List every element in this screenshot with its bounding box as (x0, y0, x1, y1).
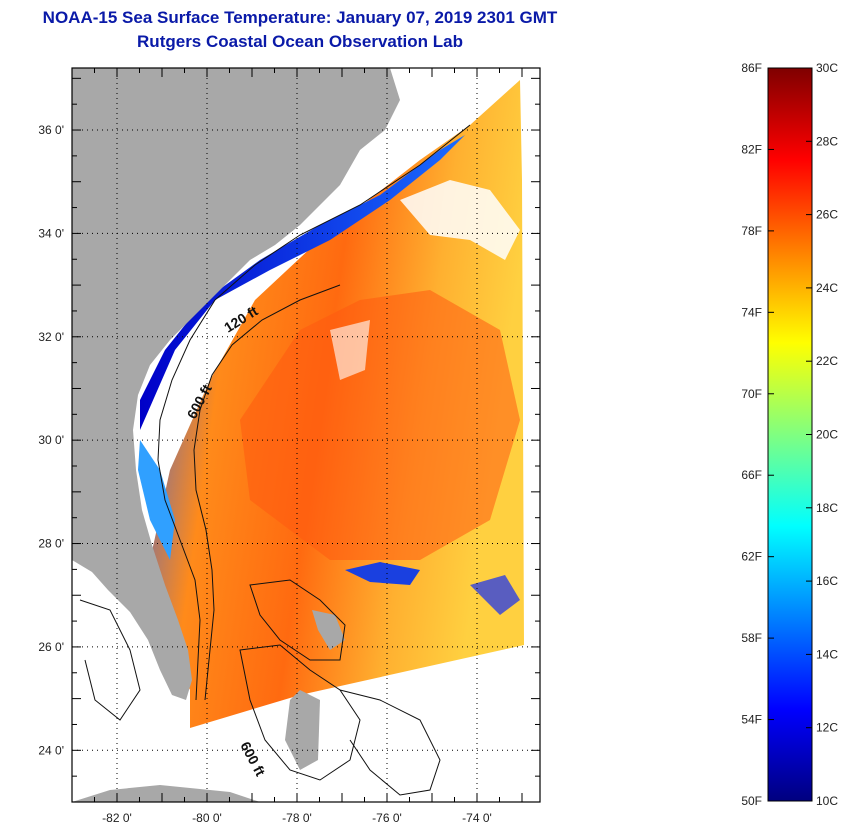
colorbar-celsius-label: 28C (816, 134, 838, 148)
colorbar-fahrenheit-label: 70F (741, 387, 762, 401)
colorbar-celsius-label: 20C (816, 428, 838, 442)
land-mainland (72, 68, 400, 700)
colorbar-fahrenheit-label: 78F (741, 224, 762, 238)
sst-cold-coast (138, 440, 175, 560)
contour-line (249, 579, 346, 661)
sst-cold-eddy (345, 562, 420, 585)
longitude-label: -76 0' (372, 811, 402, 825)
longitude-label: -80 0' (192, 811, 222, 825)
land-andros (285, 690, 320, 770)
longitude-label: -82 0' (102, 811, 132, 825)
colorbar-celsius-labels: 30C 28C 26C 24C 22C 20C 18C 16C 14C 12C 10C (806, 61, 838, 808)
latitude-label: 30 0' (38, 433, 64, 447)
colorbar-celsius-label: 16C (816, 574, 838, 588)
map-frame (71, 67, 541, 803)
latitude-label: 24 0' (38, 743, 64, 757)
colorbar-celsius-label: 30C (816, 61, 838, 75)
colorbar-fahrenheit-label: 58F (741, 631, 762, 645)
latitude-label: 26 0' (38, 640, 64, 654)
map-title: NOAA-15 Sea Surface Temperature: January… (42, 8, 558, 27)
colorbar-fahrenheit-label: 54F (741, 713, 762, 727)
colorbar-fahrenheit-label: 74F (741, 305, 762, 319)
colorbar-celsius-label: 22C (816, 354, 838, 368)
latitude-label: 34 0' (38, 226, 64, 240)
contour-line (79, 599, 141, 721)
latitude-labels: 36 0' 34 0' 32 0' 30 0' 28 0' 26 0' 24 0' (38, 123, 64, 757)
colorbar-fahrenheit-labels: 86F 82F 78F 74F 70F 66F 62F 58F 54F 50F (741, 61, 774, 808)
colorbar-celsius-label: 10C (816, 794, 838, 808)
longitude-label: -78 0' (282, 811, 312, 825)
title-block: NOAA-15 Sea Surface Temperature: January… (0, 6, 600, 54)
colorbar-celsius-label: 24C (816, 281, 838, 295)
longitude-label: -74 0' (462, 811, 492, 825)
latitude-label: 28 0' (38, 537, 64, 551)
colorbar-fahrenheit-label: 62F (741, 550, 762, 564)
cloud-patch (400, 180, 520, 260)
contour-line (193, 284, 341, 701)
sst-cold-patch (470, 575, 520, 615)
colorbar-scale (767, 67, 813, 802)
longitude-labels: -82 0' -80 0' -78 0' -76 0' -74 0' (102, 811, 492, 825)
latitude-label: 32 0' (38, 330, 64, 344)
temperature-colorbar: 86F 82F 78F 74F 70F 66F 62F 58F 54F 50F 30C 28C 26C… (741, 61, 838, 808)
colorbar-fahrenheit-label: 82F (741, 142, 762, 156)
sst-shelf-water (140, 135, 465, 430)
colorbar-celsius-label: 12C (816, 721, 838, 735)
map-subtitle: Rutgers Coastal Ocean Observation Lab (137, 32, 463, 51)
map-ticks (71, 68, 540, 803)
contour-line (239, 644, 361, 781)
colorbar-celsius-label: 18C (816, 501, 838, 515)
colorbar-fahrenheit-label: 50F (741, 794, 762, 808)
sst-warm-core (240, 290, 520, 560)
cloud-patch (330, 320, 370, 380)
latitude-label: 36 0' (38, 123, 64, 137)
contour-line (157, 124, 471, 701)
colorbar-celsius-label: 26C (816, 208, 838, 222)
land-cuba (72, 785, 260, 802)
land-abaco (312, 610, 345, 650)
map-graticule (72, 68, 540, 802)
colorbar-fahrenheit-label: 66F (741, 468, 762, 482)
colorbar-fahrenheit-label: 86F (741, 61, 762, 75)
colorbar-celsius-label: 14C (816, 647, 838, 661)
